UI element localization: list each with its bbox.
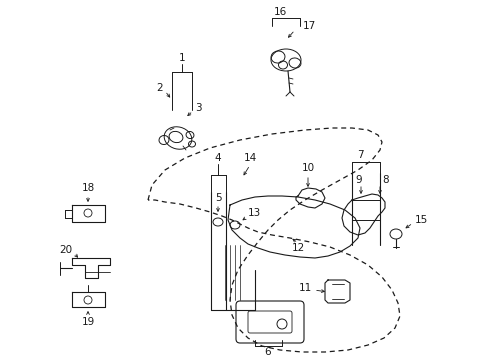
- Text: 18: 18: [81, 183, 95, 193]
- Text: 13: 13: [247, 208, 261, 218]
- Text: 6: 6: [264, 347, 271, 357]
- Text: 1: 1: [178, 53, 185, 63]
- Text: 16: 16: [273, 7, 286, 17]
- Text: 14: 14: [243, 153, 256, 163]
- Text: 7: 7: [356, 150, 363, 160]
- Text: 15: 15: [414, 215, 427, 225]
- Text: 8: 8: [381, 175, 388, 185]
- Text: 10: 10: [301, 163, 314, 173]
- Text: 5: 5: [214, 193, 221, 203]
- Text: 11: 11: [298, 283, 311, 293]
- Text: 3: 3: [195, 103, 201, 113]
- Text: 12: 12: [291, 243, 304, 253]
- Text: 2: 2: [156, 83, 163, 93]
- Text: 17: 17: [303, 21, 316, 31]
- Text: 9: 9: [355, 175, 361, 185]
- Text: 20: 20: [59, 245, 72, 255]
- Text: 19: 19: [81, 317, 95, 327]
- Text: 4: 4: [214, 153, 221, 163]
